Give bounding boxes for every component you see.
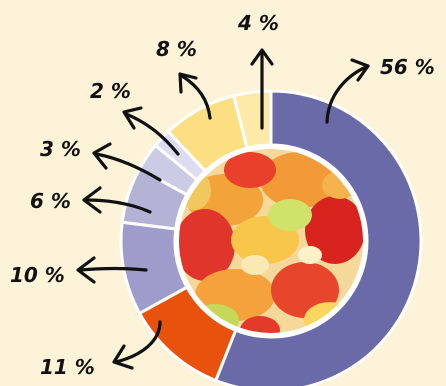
arrow-4-head <box>250 48 274 66</box>
arrow-6-head <box>82 186 102 214</box>
label-3: 3 % <box>40 137 81 161</box>
arrow-8-head <box>178 72 198 94</box>
label-11: 11 % <box>40 355 95 379</box>
arrow-11 <box>114 320 162 364</box>
arrow-3-head <box>92 142 112 170</box>
slice-labels: 56 % 11 % 10 % 6 % 3 % 2 % 8 % 4 % <box>10 11 435 379</box>
label-10: 10 % <box>10 263 65 287</box>
arrow-10-head <box>76 256 96 284</box>
label-6: 6 % <box>30 189 71 213</box>
label-8: 8 % <box>156 37 197 61</box>
arrow-2 <box>124 112 180 156</box>
label-2: 2 % <box>90 79 131 103</box>
arrow-56 <box>325 64 370 124</box>
label-arrows <box>76 48 370 370</box>
arrow-6 <box>84 198 152 214</box>
arrow-8 <box>180 74 212 120</box>
arrow-3 <box>94 152 162 182</box>
arrow-2-head <box>122 106 143 130</box>
label-56: 56 % <box>380 55 435 79</box>
arrow-11-head <box>112 344 134 370</box>
label-4: 4 % <box>237 11 279 35</box>
arrow-56-head <box>350 58 370 82</box>
donut-slices <box>119 89 423 386</box>
arrow-10 <box>78 266 148 272</box>
